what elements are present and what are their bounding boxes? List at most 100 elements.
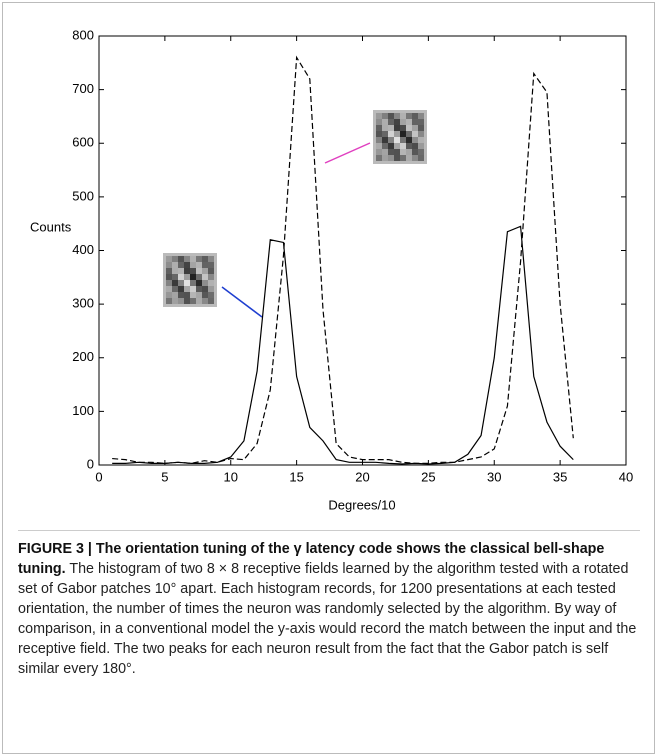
patch-cell [394, 143, 400, 149]
patch-cell [190, 262, 196, 268]
patch-cell [208, 298, 214, 304]
patch-cell [394, 149, 400, 155]
patch-cell [178, 274, 184, 280]
patch-cell [394, 125, 400, 131]
patch-cell [178, 256, 184, 262]
patch-cell [400, 149, 406, 155]
x-tick-label: 30 [487, 469, 501, 484]
patch-cell [166, 256, 172, 262]
patch-cell [376, 137, 382, 143]
patch-cell [208, 274, 214, 280]
patch-cell [388, 131, 394, 137]
patch-cell [190, 286, 196, 292]
patch-cell [184, 256, 190, 262]
patch-cell [178, 268, 184, 274]
patch-cell [400, 113, 406, 119]
patch-cell [208, 262, 214, 268]
patch-cell [406, 155, 412, 161]
patch-cell [400, 137, 406, 143]
patch-cell [382, 155, 388, 161]
patch-cell [166, 298, 172, 304]
patch-cell [394, 137, 400, 143]
patch-cell [202, 298, 208, 304]
patch-cell [184, 268, 190, 274]
patch-cell [196, 292, 202, 298]
patch-cell [172, 262, 178, 268]
patch-cell [400, 119, 406, 125]
patch-cell [178, 262, 184, 268]
patch-cell [418, 131, 424, 137]
x-tick-label: 20 [355, 469, 369, 484]
patch-cell [190, 274, 196, 280]
patch-cell [202, 280, 208, 286]
patch-cell [172, 274, 178, 280]
patch-cell [412, 119, 418, 125]
patch-cell [196, 286, 202, 292]
patch-cell [400, 155, 406, 161]
patch-cell [166, 280, 172, 286]
patch-cell [184, 298, 190, 304]
y-tick-label: 800 [72, 27, 94, 42]
patch-cell [400, 143, 406, 149]
patch-cell [388, 119, 394, 125]
patch-cell [202, 268, 208, 274]
patch-cell [208, 268, 214, 274]
patch-cell [190, 280, 196, 286]
patch-cell [388, 155, 394, 161]
caption-text: The histogram of two 8 × 8 receptive fie… [18, 561, 636, 677]
patch-cell [406, 131, 412, 137]
patch-cell [418, 119, 424, 125]
patch-cell [376, 149, 382, 155]
caption-label: FIGURE 3 | [18, 541, 92, 557]
patch-cell [388, 143, 394, 149]
patch-cell [418, 125, 424, 131]
patch-cell [196, 298, 202, 304]
patch-cell [166, 292, 172, 298]
patch-cell [418, 137, 424, 143]
patch-cell [418, 113, 424, 119]
patch-cell [394, 113, 400, 119]
patch-cell [208, 280, 214, 286]
patch-cell [202, 286, 208, 292]
patch-cell [202, 292, 208, 298]
patch-cell [418, 155, 424, 161]
x-tick-label: 5 [161, 469, 168, 484]
patch-cell [376, 131, 382, 137]
x-axis-label: Degrees/10 [328, 497, 395, 512]
patch-cell [412, 149, 418, 155]
patch-cell [166, 274, 172, 280]
patch-cell [190, 298, 196, 304]
patch-cell [418, 143, 424, 149]
patch-cell [406, 119, 412, 125]
patch-cell [172, 280, 178, 286]
x-tick-label: 0 [95, 469, 102, 484]
patch-cell [394, 155, 400, 161]
patch-cell [166, 286, 172, 292]
y-tick-label: 100 [72, 403, 94, 418]
patch-cell [418, 149, 424, 155]
patch-cell [184, 286, 190, 292]
patch-cell [166, 268, 172, 274]
patch-cell [388, 137, 394, 143]
patch-cell [184, 292, 190, 298]
patch-cell [178, 292, 184, 298]
patch-cell [406, 125, 412, 131]
patch-cell [196, 268, 202, 274]
patch-cell [406, 143, 412, 149]
patch-cell [406, 137, 412, 143]
patch-cell [202, 256, 208, 262]
patch-cell [382, 137, 388, 143]
patch-cell [196, 274, 202, 280]
patch-cell [208, 292, 214, 298]
x-tick-label: 25 [421, 469, 435, 484]
patch-cell [202, 274, 208, 280]
patch-cell [388, 125, 394, 131]
patch-cell [400, 125, 406, 131]
chart: Counts Degrees/10 0510152025303540010020… [0, 0, 657, 520]
connector [325, 143, 370, 163]
patch-cell [382, 143, 388, 149]
patch-cell [412, 113, 418, 119]
patch-cell [166, 262, 172, 268]
patch-cell [190, 292, 196, 298]
patch-cell [388, 113, 394, 119]
